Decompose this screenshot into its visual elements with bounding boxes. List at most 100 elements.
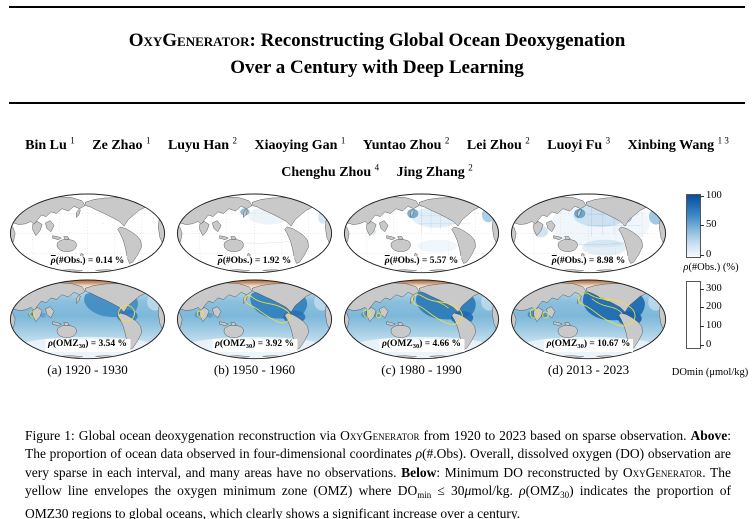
caption-text: (#.Obs). Overall, dissolved oxygen (DO) … — [25, 446, 732, 480]
paper-title: OxyGenerator: Reconstructing Global Ocea… — [0, 27, 754, 81]
rho-symbol: ρ — [381, 339, 387, 350]
caption-text: ) indicates the proportion of OMZ30 regi… — [25, 483, 731, 519]
paper-title-line2: Over a Century with Deep Learning — [230, 57, 524, 78]
author-affil: 2 — [232, 135, 238, 145]
author-name: Chenghu Zhou — [281, 165, 372, 181]
map-obs-1980: ρ(#Obs.) = 5.57 % — [342, 192, 501, 275]
omz-contour — [363, 293, 463, 325]
author: Ze Zhao 1 — [92, 135, 151, 153]
map-domin-2013: ρ(OMZ30) = 10.67 % (d) 2013 - 2023 — [509, 278, 668, 379]
figure-1: ρ(#Obs.) = 0.14 % — [8, 190, 748, 379]
caption-bold: Below — [401, 464, 437, 480]
author-block: Bin Lu 1 Ze Zhao 1 Luyu Han 2 Xiaoying G… — [0, 129, 754, 184]
world-map-svg — [176, 193, 333, 274]
stat-pre: (OMZ — [52, 339, 79, 350]
stat-pre: (OMZ — [386, 339, 413, 350]
colorbar-tick: 100 — [700, 190, 722, 201]
caption-math: ρ — [519, 483, 526, 499]
world-map-svg — [176, 279, 333, 359]
stat-value: ) = 3.54 % — [85, 339, 128, 350]
caption-math: μ — [464, 483, 472, 499]
caption-smallcaps: OxyGenerator — [340, 427, 420, 443]
map-domin-1980: ρ(OMZ30) = 4.66 % (c) 1980 - 1990 — [342, 278, 501, 379]
map-stat-label: ρ(OMZ30) = 3.92 % — [211, 339, 298, 353]
author-name: Luoyi Fu — [547, 137, 603, 153]
colorbar-domin-gradient — [686, 280, 701, 349]
author-line2: Chenghu Zhou 4 Jing Zhang 2 — [0, 157, 754, 185]
author: Xiaoying Gan 1 — [254, 135, 346, 153]
stat-value: (#Obs.) = 0.14 % — [55, 255, 125, 266]
world-map-svg — [510, 279, 667, 359]
map-stat-label: ρ(#Obs.) = 1.92 % — [214, 255, 295, 267]
author-name: Jing Zhang — [396, 165, 465, 181]
author: Xinbing Wang 1 3 — [628, 135, 729, 153]
author: Lei Zhou 2 — [466, 135, 530, 153]
author-name: Luyu Han — [167, 137, 230, 153]
caption-smallcaps: OxyGenerator — [622, 464, 703, 480]
author-name: Lei Zhou — [466, 137, 522, 153]
column-caption-b: (b) 1950 - 1960 — [213, 362, 296, 378]
title-rule-bottom — [9, 102, 745, 104]
map-stat-label: ρ(#Obs.) = 0.14 % — [47, 255, 128, 267]
author: Bin Lu 1 — [25, 135, 75, 153]
author-affil: 1 — [70, 135, 75, 145]
stat-sub: 30 — [78, 343, 86, 351]
author-name: Bin Lu — [25, 137, 67, 153]
colorbar-obs-gradient — [686, 194, 701, 258]
caption-text: mol/kg. — [471, 483, 520, 499]
colorbar-domin-label: DOmin (μmol/kg) — [671, 366, 749, 378]
rho-symbol: ρ — [214, 339, 220, 350]
rho-symbol: ρ — [683, 262, 689, 273]
world-map-svg — [510, 193, 667, 274]
author-affil: 2 — [444, 135, 450, 145]
caption-bold: Above — [690, 427, 728, 443]
column-caption-a: (a) 1920 - 1930 — [47, 362, 128, 378]
author-name: Yuntao Zhou — [362, 137, 442, 153]
rho-symbol: ρ — [47, 339, 53, 350]
stat-value: ) = 4.66 % — [419, 339, 462, 350]
world-map-svg — [9, 279, 166, 359]
omz-contour — [29, 304, 135, 322]
stat-sub: 30 — [245, 343, 253, 351]
author-affil: 2 — [468, 162, 473, 173]
colorbar-domin: 300 200 100 0 DOmin (μmol/kg) — [672, 278, 748, 379]
rho-symbol: ρ — [551, 255, 557, 266]
figure-grid: ρ(#Obs.) = 0.14 % — [8, 190, 748, 379]
stat-sub: 30 — [412, 343, 420, 351]
caption-text: . The yellow line envelopes the oxygen m… — [25, 464, 731, 499]
stat-value: (#Obs.) = 1.92 % — [222, 255, 292, 266]
map-obs-1920: ρ(#Obs.) = 0.14 % — [8, 192, 167, 275]
colorbar-unit: (#Obs.) (%) — [688, 262, 739, 273]
caption-text: ≤ 30 — [431, 483, 465, 499]
caption-text: : The proportion of ocean data observed … — [25, 427, 731, 462]
author-name: Ze Zhao — [92, 137, 143, 153]
omz-contour — [196, 294, 291, 324]
paper-title-line1: OxyGenerator: Reconstructing Global Ocea… — [0, 27, 754, 54]
author-name: Xiaoying Gan — [254, 137, 338, 153]
stat-value: (#Obs.) = 8.98 % — [556, 255, 626, 266]
stat-value: ) = 3.92 % — [252, 339, 295, 350]
caption-text: Figure 1: Global ocean deoxygenation rec… — [25, 427, 341, 443]
rho-symbol: ρ — [217, 255, 223, 266]
caption-text: : Minimum DO reconstructed by — [436, 464, 623, 480]
colorbar-tick: 0 — [699, 338, 712, 350]
author-line1: Bin Lu 1 Ze Zhao 1 Luyu Han 2 Xiaoying G… — [0, 129, 754, 157]
map-stat-label: ρ(OMZ30) = 10.67 % — [543, 339, 634, 353]
author-affil: 4 — [374, 162, 380, 173]
caption-text: from 1920 to 2023 based on sparse observ… — [419, 427, 691, 443]
caption-subscript: 30 — [560, 490, 570, 501]
title-rule-top — [9, 6, 745, 8]
stat-sub: 30 — [577, 343, 584, 351]
author-affil: 1 — [145, 135, 151, 145]
author-affil: 3 — [605, 135, 611, 145]
colorbar-tick: 300 — [700, 282, 722, 294]
colorbar-tick: 0 — [699, 249, 712, 260]
author: Luyu Han 2 — [167, 135, 238, 153]
map-obs-1950: ρ(#Obs.) = 1.92 % — [175, 192, 334, 275]
caption-math: ρ — [415, 446, 423, 462]
rho-symbol: ρ — [50, 255, 56, 266]
stat-pre: (OMZ — [551, 339, 578, 350]
colorbar-tick: 100 — [700, 319, 722, 331]
caption-text: (OMZ — [525, 483, 561, 499]
